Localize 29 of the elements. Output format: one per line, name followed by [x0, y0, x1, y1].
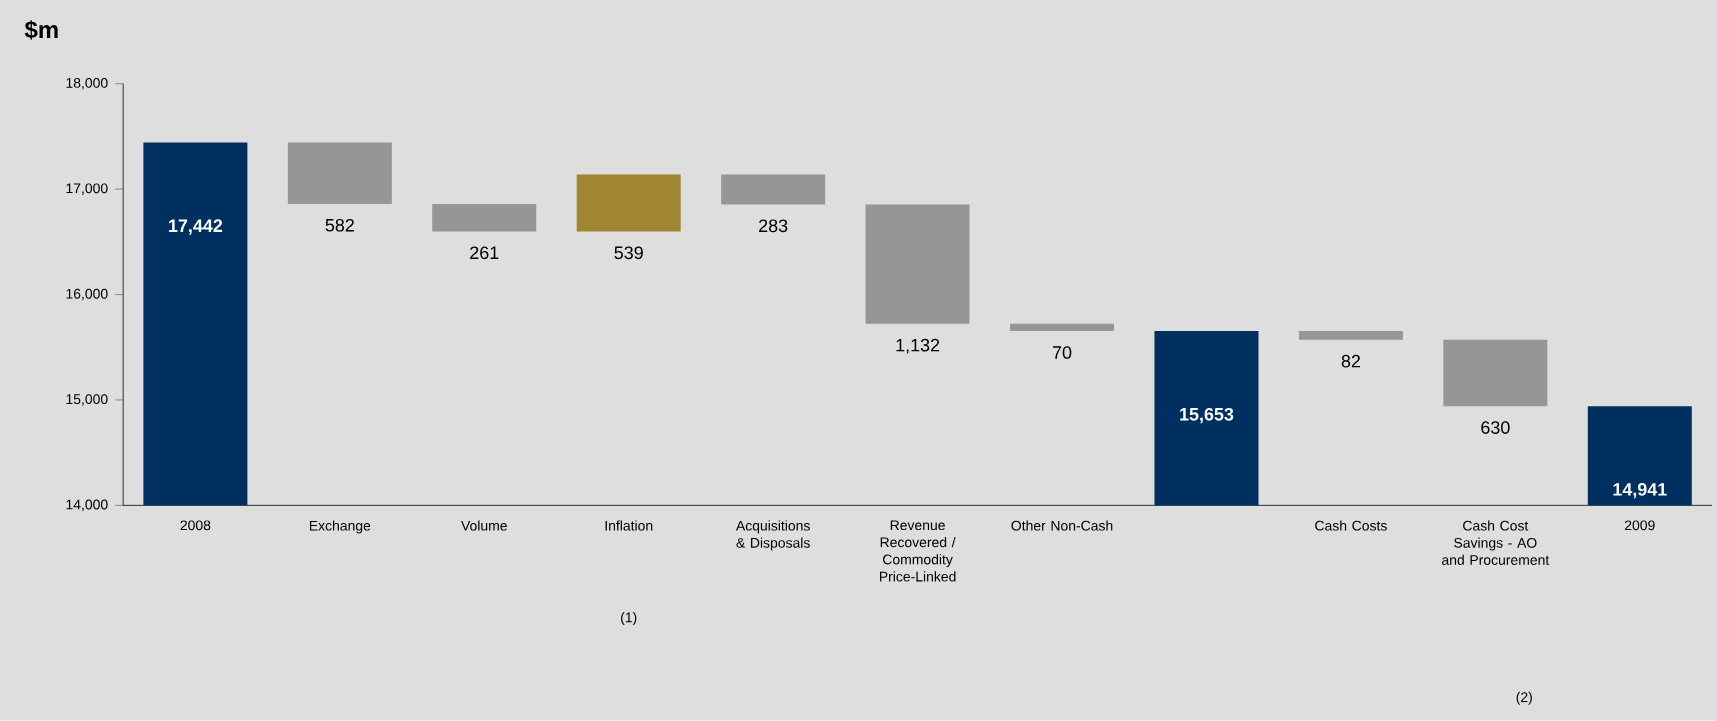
data-label: 82 [1341, 354, 1360, 368]
text: (1) [621, 612, 637, 626]
data-label: 14,941 [1613, 483, 1667, 499]
y-tick-label: 18,000 [66, 78, 108, 90]
y-tick-label: 16,000 [66, 288, 108, 301]
x-tick-label: Cash Costs [1315, 520, 1387, 531]
data-label: 630 [1481, 421, 1510, 435]
y-tick-label: 14,000 [66, 499, 108, 512]
y-tick-label: 15,000 [66, 394, 108, 406]
x-tick-label: Exchange [309, 520, 371, 534]
y-tick-label: 17,000 [66, 183, 108, 196]
x-tick-label: Other Non-Cash [1011, 520, 1113, 531]
x-tick-label: Volume [461, 520, 507, 531]
data-label: 261 [470, 246, 499, 260]
data-label: 1,132 [896, 338, 940, 354]
data-label: 15,653 [1180, 408, 1234, 424]
y-axis-title: $m [24, 20, 58, 40]
x-tick-label: 2009 [1624, 520, 1655, 531]
text: (2) [1516, 692, 1532, 705]
data-label: 539 [614, 246, 643, 260]
x-tick-label: Acquisitions & Disposals [735, 520, 810, 551]
data-label: 17,442 [169, 219, 223, 235]
data-label: 283 [759, 219, 788, 233]
x-tick-label: Inflation [605, 520, 653, 531]
x-tick-label: Revenue Recovered / Commodity Price-Linked [879, 520, 956, 582]
data-label: 582 [325, 219, 354, 232]
x-tick-label: Cash Cost Savings - AO and Procurement [1442, 520, 1550, 566]
data-label: 70 [1052, 346, 1072, 360]
x-tick-label: 2008 [180, 520, 211, 531]
